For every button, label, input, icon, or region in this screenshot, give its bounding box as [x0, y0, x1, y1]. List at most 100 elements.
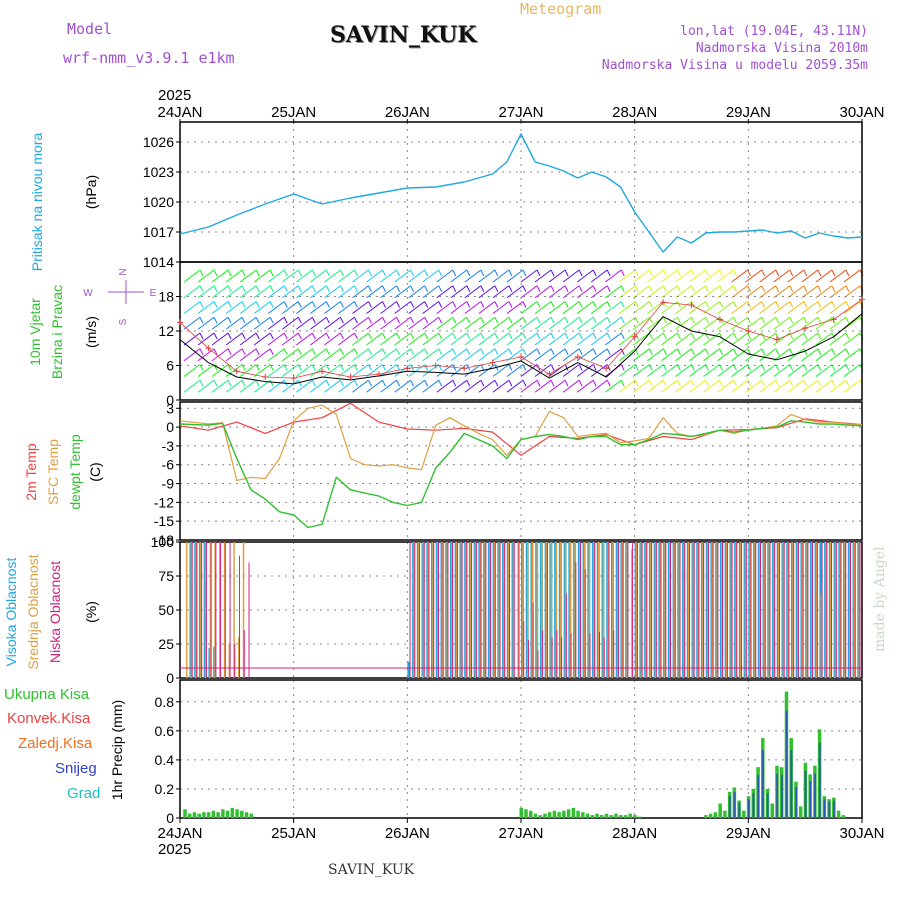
wind-barb-flag: [241, 285, 246, 292]
station-title: SAVIN_KUK: [330, 22, 477, 48]
wind-barb: [253, 269, 271, 283]
mid_cloud-bar: [820, 593, 823, 678]
snow-bar: [780, 774, 783, 818]
wind-barb-flag: [845, 380, 850, 387]
wind-barb: [211, 301, 229, 314]
wind-barb-flag: [536, 380, 541, 387]
wind-barb-flag: [297, 348, 302, 355]
wind-barb-flag: [325, 332, 330, 340]
wind-barb: [225, 332, 243, 346]
wind-barb: [590, 348, 608, 362]
mid_cloud-bar: [413, 542, 415, 678]
wind-barb: [310, 285, 327, 299]
wind-barb-flag: [368, 348, 372, 355]
wind-barb-flag: [396, 332, 401, 340]
wind-barb: [534, 301, 552, 314]
mid_cloud-bar: [214, 542, 216, 678]
wind-barb-flag: [803, 332, 808, 340]
wind-barb: [759, 301, 777, 314]
wind-barb: [548, 269, 566, 283]
wind-barb: [408, 348, 425, 362]
wind-barb-flag: [241, 301, 246, 308]
wind-barb-flag: [354, 269, 358, 277]
snow-bar: [795, 787, 797, 818]
wind-barb-flag: [269, 380, 274, 387]
wind-barb: [801, 285, 819, 299]
wind-barb: [296, 332, 313, 346]
wind-barb: [745, 332, 762, 346]
mid_cloud-bar: [839, 542, 842, 678]
wind-barb-flag: [508, 380, 513, 387]
low_cloud-bar: [707, 542, 709, 678]
wind-barb-flag: [634, 285, 639, 292]
snow-bar: [757, 774, 760, 818]
wind-barb-flag: [227, 348, 232, 355]
wind-gust-marker: [205, 345, 212, 352]
wind-barb-flag: [775, 332, 780, 340]
mid_cloud-bar: [801, 542, 804, 678]
snow-bar: [823, 799, 826, 818]
temp-ylabel-0: 2m Temp: [23, 443, 39, 501]
wind-barb-flag: [283, 317, 288, 324]
wind-barb-flag: [311, 332, 316, 340]
wind-barb: [464, 269, 482, 283]
total-precip-bar: [623, 815, 628, 818]
y-tick-label: 1017: [143, 224, 174, 240]
wind-barb: [267, 379, 285, 393]
wind-gust-marker: [716, 316, 723, 323]
wind-barb: [352, 348, 369, 362]
mid_cloud-bar: [522, 542, 524, 678]
wind-barb: [394, 379, 411, 393]
wind-barb: [296, 269, 313, 283]
mid_cloud-bar: [541, 542, 543, 678]
wind-barb-flag: [845, 301, 850, 308]
wind-barb: [380, 269, 397, 283]
wind-barb-flag: [761, 380, 766, 387]
wind-barb: [787, 301, 805, 314]
low_cloud-bar: [452, 542, 454, 678]
wind-barb: [590, 285, 608, 299]
wind-barb: [604, 316, 622, 330]
wind-barb: [225, 269, 243, 283]
total-precip-bar: [216, 812, 220, 818]
wind-barb-flag: [522, 269, 527, 277]
wind-barb-flag: [719, 269, 723, 277]
wind-barb: [253, 332, 271, 346]
wind-barb: [633, 379, 650, 393]
top-date-label: 29JAN: [726, 104, 771, 121]
legend-total-precip: Ukupna Kisa: [4, 686, 90, 703]
wind-barb-flag: [199, 332, 204, 340]
pressure-ylabel: Pritisak na nivou mora: [29, 133, 45, 272]
wind-barb: [281, 379, 299, 393]
wind-barb: [394, 285, 411, 299]
wind-barb-flag: [199, 285, 204, 292]
wind-barb-flag: [227, 380, 232, 387]
top-date-label: 27JAN: [498, 104, 543, 121]
low_cloud-bar: [594, 542, 596, 678]
wind-barb: [478, 301, 496, 314]
wind-barb: [562, 269, 580, 283]
wind-barb: [506, 316, 524, 330]
wind-barb-flag: [789, 380, 794, 387]
wind-barb: [492, 348, 510, 362]
wind-barb-flag: [424, 380, 429, 387]
low_cloud-bar: [722, 542, 724, 678]
bottom-date-label: 28JAN: [612, 825, 657, 842]
low_cloud-bar: [504, 542, 506, 678]
wind-barb: [815, 348, 833, 362]
mid_cloud-bar: [465, 542, 467, 678]
wind-barb: [506, 348, 524, 362]
low_cloud-bar: [419, 542, 421, 678]
wind-barb-flag: [283, 332, 288, 340]
wind-barb-flag: [550, 285, 555, 292]
total-precip-bar: [637, 816, 642, 818]
wind-barb: [281, 285, 299, 299]
wind-barb: [689, 285, 706, 299]
snow-bar: [818, 742, 821, 818]
wind-barb: [338, 285, 355, 299]
wind-barb: [787, 285, 805, 299]
wind-barb: [773, 379, 791, 393]
credit-watermark: made by Angel: [872, 546, 888, 653]
wind-barb: [717, 364, 734, 377]
